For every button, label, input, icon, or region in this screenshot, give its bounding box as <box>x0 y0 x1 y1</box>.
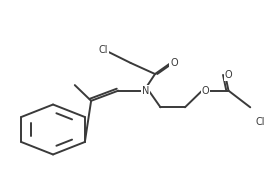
Text: O: O <box>225 70 232 80</box>
Text: O: O <box>170 58 178 68</box>
Text: O: O <box>202 86 209 96</box>
Text: N: N <box>142 86 149 96</box>
Text: Cl: Cl <box>255 117 264 127</box>
Text: Cl: Cl <box>99 45 108 55</box>
